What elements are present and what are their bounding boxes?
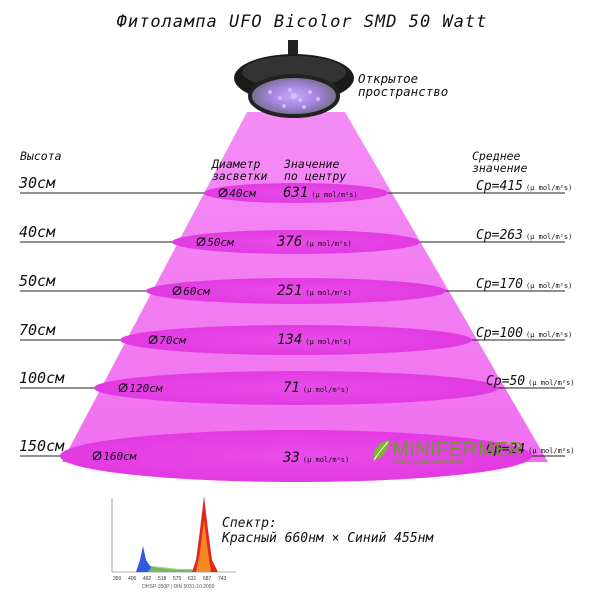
spectrum-tick: 462 <box>143 576 152 582</box>
spectrum-tick: 743 <box>218 576 227 582</box>
center-value: 631 (μ mol/m²s) <box>283 185 358 201</box>
brand-tagline: ТОВАРЫ ДЛЯ ФЕРМЕРОВ <box>392 460 464 466</box>
height-header: Высота <box>20 149 62 163</box>
average-value: Cp= 100 (μ mol/m²s) <box>476 326 573 341</box>
height-lines <box>20 192 222 457</box>
average-value: Cp= 263 (μ mol/m²s) <box>476 228 573 243</box>
green-band <box>148 566 195 572</box>
spectrum-tick: 406 <box>128 576 137 582</box>
brand-logo: MINIFERMER <box>370 438 524 462</box>
center-value: 134 (μ mol/m²s) <box>277 332 352 348</box>
spectrum-label: Спектр: Красный 660нм × Синий 455нм <box>222 516 434 546</box>
diameter-header: Диаметр засветки <box>212 157 268 183</box>
average-value: Cp= 24 (μ mol/m²s) <box>486 442 575 457</box>
ellipse-50 <box>146 278 446 304</box>
height-label: 50см <box>19 272 56 290</box>
spectrum-tick: 518 <box>158 576 167 582</box>
page-title: Фитолампа UFO Bicolor SMD 50 Watt <box>116 12 488 32</box>
average-value: Cp= 170 (μ mol/m²s) <box>476 277 573 292</box>
height-label: 40см <box>19 223 56 241</box>
diameter-value: ⌀ 40см <box>218 183 256 203</box>
center-value: 251 (μ mol/m²s) <box>277 283 352 299</box>
center-value: 33 (μ mol/m²s) <box>283 450 350 466</box>
height-label: 30см <box>19 174 56 192</box>
lamp-label: Открытое пространство <box>358 71 449 99</box>
diameter-icon: ⌀ <box>218 183 229 203</box>
diameter-icon: ⌀ <box>118 378 129 398</box>
spectrum-tick: 350 <box>113 576 122 582</box>
diameter-value: ⌀ 160см <box>92 446 137 466</box>
spectrum-chart <box>107 492 240 573</box>
diameter-icon: ⌀ <box>172 281 183 301</box>
average-lines <box>388 192 565 457</box>
spectrum-tick: 631 <box>188 576 197 582</box>
diameter-value: ⌀ 50см <box>196 232 234 252</box>
ellipse-40 <box>172 230 420 254</box>
blue-peak <box>136 546 195 572</box>
diameter-icon: ⌀ <box>92 446 103 466</box>
spectrum-caption: OHSP-350P | DIN 5031-10:2000 <box>142 584 215 590</box>
average-header: Среднее значение <box>472 149 528 175</box>
diameter-icon: ⌀ <box>196 232 207 252</box>
diameter-value: ⌀ 120см <box>118 378 163 398</box>
ufo-lamp <box>234 40 354 118</box>
center-header: Значение по центру <box>284 157 347 183</box>
height-label: 70см <box>19 321 56 339</box>
ellipse-150 <box>60 430 532 482</box>
spectrum-tick: 575 <box>173 576 182 582</box>
center-value: 71 (μ mol/m²s) <box>283 380 350 396</box>
illumination-ellipses <box>60 183 532 482</box>
average-value: Cp= 415 (μ mol/m²s) <box>476 179 573 194</box>
average-value: Cp= 50 (μ mol/m²s) <box>486 374 575 389</box>
leaf-icon <box>373 440 390 461</box>
center-value: 376 (μ mol/m²s) <box>277 234 352 250</box>
ellipse-30 <box>204 183 388 203</box>
diameter-icon: ⌀ <box>148 330 159 350</box>
diameter-value: ⌀ 70см <box>148 330 186 350</box>
ellipse-100 <box>94 371 498 405</box>
ellipse-70 <box>120 325 472 355</box>
height-label: 150см <box>19 437 65 455</box>
height-label: 100см <box>19 369 65 387</box>
spectrum-tick: 687 <box>203 576 212 582</box>
diameter-value: ⌀ 60см <box>172 281 210 301</box>
